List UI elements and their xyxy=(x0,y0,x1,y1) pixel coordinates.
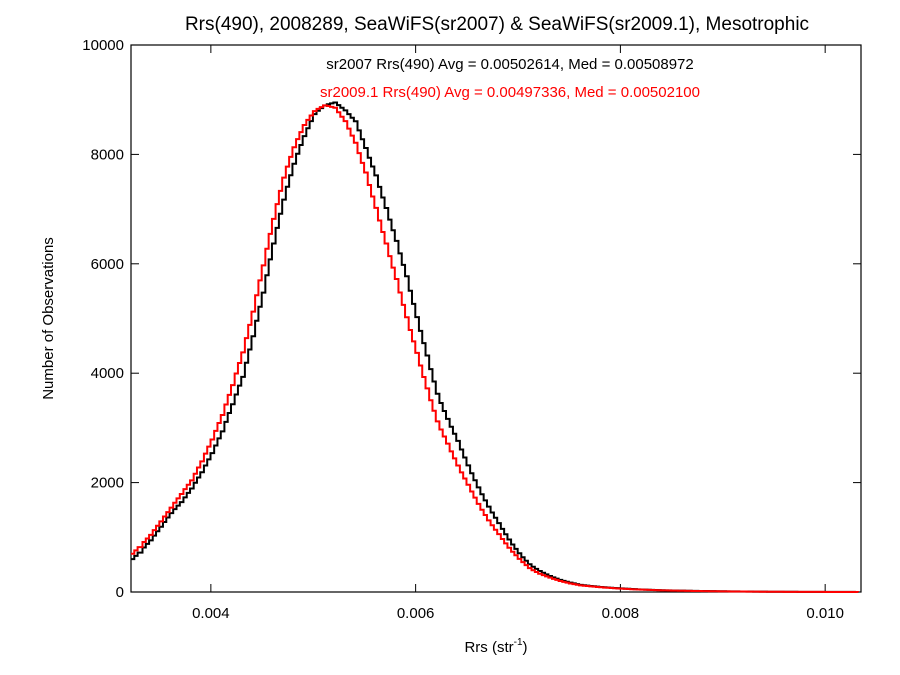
y-tick-label: 0 xyxy=(116,584,124,601)
x-axis-label: Rrs (str-1) xyxy=(464,637,527,656)
x-tick-label: 0.006 xyxy=(397,605,435,622)
x-tick-label: 0.010 xyxy=(806,605,844,622)
x-tick-label: 0.004 xyxy=(192,605,230,622)
y-tick-label: 6000 xyxy=(91,256,124,273)
x-axis-label-close: ) xyxy=(523,639,528,656)
y-tick-label: 8000 xyxy=(91,146,124,163)
series-sr2009-line xyxy=(131,104,860,593)
series-sr2007-line xyxy=(131,101,859,593)
y-axis-label: Number of Observations xyxy=(40,237,57,400)
x-axis-label-superscript: -1 xyxy=(514,637,523,648)
plot-frame xyxy=(130,44,862,593)
y-tick-label: 10000 xyxy=(82,37,124,54)
x-axis-label-main: Rrs (str xyxy=(464,639,513,656)
annotation-sr2009: sr2009.1 Rrs(490) Avg = 0.00497336, Med … xyxy=(320,84,700,101)
y-axis-ticks: 0 2000 4000 6000 8000 10000 xyxy=(82,37,861,601)
annotation-sr2007: sr2007 Rrs(490) Avg = 0.00502614, Med = … xyxy=(326,56,694,73)
series-layer xyxy=(131,101,860,593)
y-tick-label: 2000 xyxy=(91,475,124,492)
y-tick-label: 4000 xyxy=(91,365,124,382)
chart-title: Rrs(490), 2008289, SeaWiFS(sr2007) & Sea… xyxy=(185,14,809,35)
x-tick-label: 0.008 xyxy=(602,605,640,622)
x-axis-ticks: 0.004 0.006 0.008 0.010 xyxy=(192,45,844,622)
